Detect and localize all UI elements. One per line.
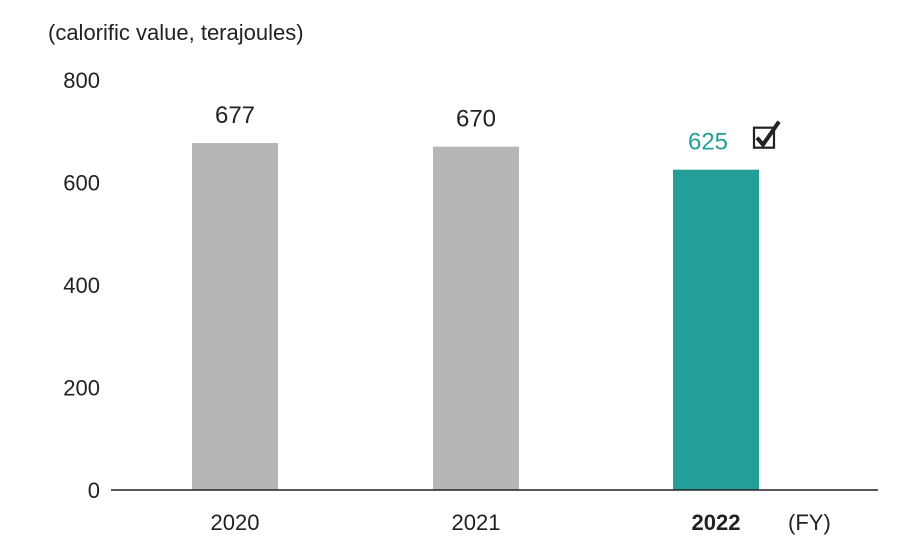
bars: 677 670 625: [192, 102, 781, 490]
bar-2022: [673, 169, 759, 490]
data-label-2022: 625: [688, 129, 728, 156]
check-box-icon: [752, 120, 781, 149]
category-labels: 2020 2021 2022: [211, 510, 741, 535]
bar-2020: [192, 143, 278, 490]
y-tick-label: 0: [88, 478, 100, 503]
y-tick-label: 200: [63, 376, 100, 401]
y-axis-ticks: 0 200 400 600 800: [63, 68, 100, 503]
y-tick-label: 400: [63, 273, 100, 298]
y-tick-label: 800: [63, 68, 100, 93]
y-unit-label: (calorific value, terajoules): [48, 20, 304, 45]
data-label-2021: 670: [456, 106, 496, 133]
y-tick-label: 600: [63, 171, 100, 196]
x-unit-label: (FY): [788, 510, 831, 535]
category-label-2022: 2022: [692, 510, 741, 535]
data-label-2020: 677: [215, 102, 255, 129]
bar-2021: [433, 146, 519, 490]
category-label-2020: 2020: [211, 510, 260, 535]
category-label-2021: 2021: [452, 510, 501, 535]
